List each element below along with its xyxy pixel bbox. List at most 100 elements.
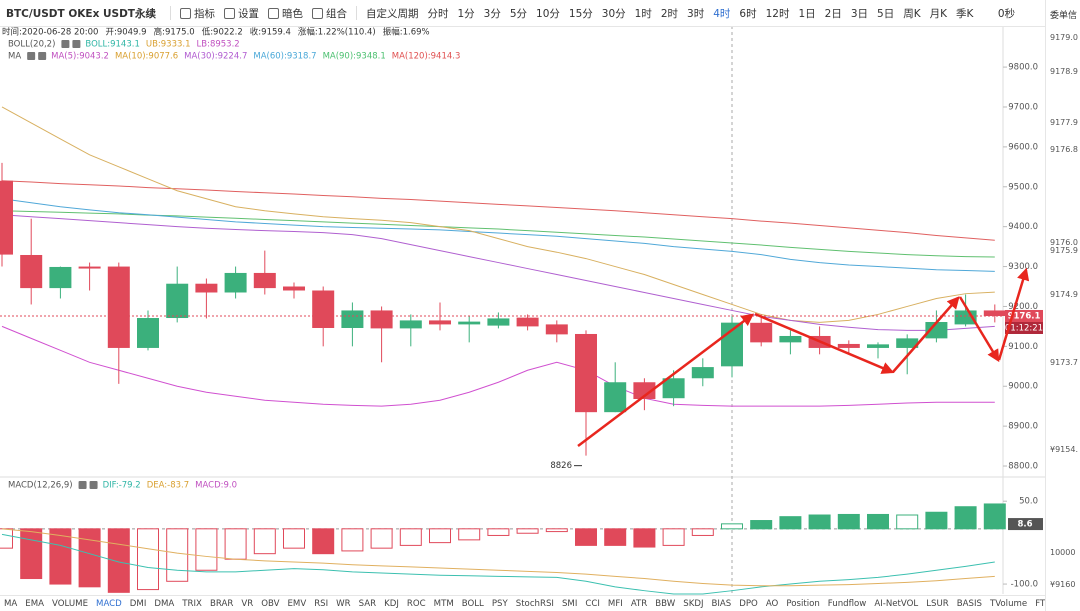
macd-bar <box>691 528 714 536</box>
indicator-tab[interactable]: StochRSI <box>515 599 554 609</box>
indicator-tab[interactable]: MACD <box>96 599 122 609</box>
price-tag <box>1005 309 1043 322</box>
icon <box>223 7 235 19</box>
info-text: 振幅:1.69% <box>383 27 430 38</box>
period-button[interactable]: 10分 <box>536 7 560 20</box>
indicator-tab[interactable]: MTM <box>433 599 454 609</box>
indicator-tab[interactable]: LSUR <box>926 599 949 609</box>
custom-period[interactable]: 自定义周期 <box>365 7 419 20</box>
macd-line <box>1 528 995 587</box>
order-price: 9177.9 <box>1050 118 1078 127</box>
countdown: 01:12:21 <box>1005 323 1043 333</box>
period-button[interactable]: 1分 <box>457 7 475 20</box>
info-text: 高:9175.0 <box>154 27 195 38</box>
indicator-tab[interactable]: Fundflow <box>827 599 867 609</box>
indicator-tab[interactable]: SAR <box>358 599 377 609</box>
toolbar-button[interactable]: 暗色 <box>267 6 303 21</box>
period-button[interactable]: 4时 <box>713 7 731 20</box>
drawn-arrow <box>577 313 754 447</box>
period-button[interactable]: 1日 <box>798 7 816 20</box>
indicator-tab[interactable]: Position <box>786 599 820 609</box>
indicator-tab[interactable]: KDJ <box>384 599 399 609</box>
indicator-tab[interactable]: AO <box>765 599 779 609</box>
indicator-tab[interactable]: DMA <box>154 599 175 609</box>
candle-body <box>341 310 364 328</box>
candle-body <box>516 317 539 327</box>
indicator-tab[interactable]: MFI <box>607 599 623 609</box>
period-button[interactable]: 3时 <box>687 7 705 20</box>
indicator-tab[interactable]: BRAR <box>209 599 234 609</box>
toolbar-button[interactable]: 设置 <box>223 6 259 21</box>
candle-body <box>750 322 773 343</box>
candle-body <box>166 283 189 319</box>
candle-body <box>575 333 597 413</box>
indicator-tab[interactable]: SMI <box>561 599 578 609</box>
legend-text: MA(30):9224.7 <box>184 52 247 62</box>
countdown-tag <box>1005 321 1043 334</box>
indicator-tab[interactable]: BOLL <box>461 599 484 609</box>
order-price: 9173.7 <box>1050 358 1078 367</box>
macd-bar <box>575 528 597 546</box>
period-button[interactable]: 1时 <box>634 7 652 20</box>
legend-text: LB:8953.2 <box>197 40 240 50</box>
icon <box>311 7 323 19</box>
period-button[interactable]: 月K <box>929 7 947 20</box>
period-button[interactable]: 15分 <box>568 7 593 20</box>
period-button[interactable]: 周K <box>903 7 921 20</box>
icon <box>179 7 191 19</box>
y-tick-label: -100.0 <box>1011 580 1038 590</box>
symbol[interactable]: BTC/USDT OKEx USDT永续 <box>6 7 156 20</box>
last-price: 9176.1 <box>1008 311 1041 321</box>
button-label: 指标 <box>193 7 215 20</box>
indicator-tab[interactable]: VR <box>241 599 254 609</box>
legend-icon <box>38 52 47 60</box>
period-button[interactable]: 季K <box>956 7 974 20</box>
indicator-tab[interactable]: BASIS <box>956 599 982 609</box>
macd-bar <box>750 520 773 530</box>
indicator-tab[interactable]: SKDJ <box>683 599 704 609</box>
toolbar-button[interactable]: 指标 <box>179 6 215 21</box>
legend-text: MA(10):9077.6 <box>115 52 178 62</box>
button-label: 组合 <box>325 7 347 20</box>
macd-bar <box>429 528 451 544</box>
indicator-tab[interactable]: DPO <box>739 599 758 609</box>
indicator-tab[interactable]: BIAS <box>711 599 732 609</box>
period-button[interactable]: 3日 <box>850 7 869 20</box>
y-tick-label: 9300.0 <box>1008 262 1038 272</box>
indicator-line <box>1 214 995 331</box>
period-button[interactable]: 2时 <box>660 7 679 20</box>
period-button[interactable]: 12时 <box>765 7 790 20</box>
period-button[interactable]: 5日 <box>877 7 895 20</box>
macd-bar <box>896 514 919 530</box>
indicator-tab[interactable]: PSY <box>491 599 508 609</box>
period-button[interactable]: 5分 <box>509 7 528 20</box>
y-tick-label: 9000.0 <box>1008 382 1038 392</box>
indicator-tab[interactable]: ATR <box>630 599 648 609</box>
indicator-tab[interactable]: DMI <box>129 599 147 609</box>
indicator-tab[interactable]: VOLUME <box>52 599 89 609</box>
indicator-tab[interactable]: OBV <box>261 599 280 609</box>
indicator-tab[interactable]: AI-NetVOL <box>874 599 919 609</box>
period-button[interactable]: 3分 <box>483 7 501 20</box>
indicator-tab[interactable]: MA <box>4 599 18 609</box>
candle-body <box>633 382 656 400</box>
period-button[interactable]: 6时 <box>739 7 757 20</box>
candle-body <box>195 283 218 293</box>
indicator-tab[interactable]: EMA <box>25 599 45 609</box>
indicator-tab[interactable]: CCI <box>585 599 600 609</box>
indicator-tab[interactable]: ROC <box>406 599 426 609</box>
indicator-tab[interactable]: RSI <box>314 599 329 609</box>
macd-bar <box>20 528 43 580</box>
indicator-tab[interactable]: TRIX <box>182 599 202 609</box>
indicator-tab[interactable]: WR <box>336 599 351 609</box>
period-button[interactable]: 30分 <box>601 7 626 20</box>
indicator-tab[interactable]: TVolume <box>989 599 1028 609</box>
period-button[interactable]: 2日 <box>824 7 842 20</box>
candle-body <box>399 320 422 329</box>
period-button[interactable]: 分时 <box>427 7 449 20</box>
indicator-tab[interactable]: EMV <box>287 599 307 609</box>
toolbar-button[interactable]: 组合 <box>311 6 347 21</box>
macd-bar <box>545 528 568 533</box>
indicator-tab[interactable]: BBW <box>655 599 676 609</box>
